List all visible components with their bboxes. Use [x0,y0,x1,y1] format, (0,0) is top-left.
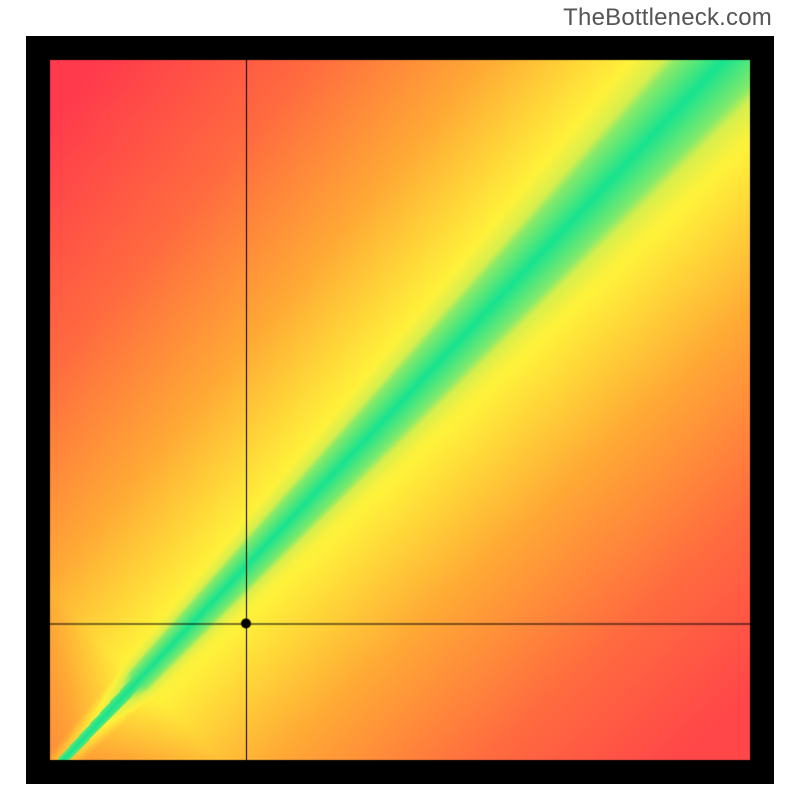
bottleneck-heatmap [26,36,774,784]
watermark-text: TheBottleneck.com [563,4,772,32]
chart-container: TheBottleneck.com [0,0,800,800]
chart-frame [26,36,774,784]
